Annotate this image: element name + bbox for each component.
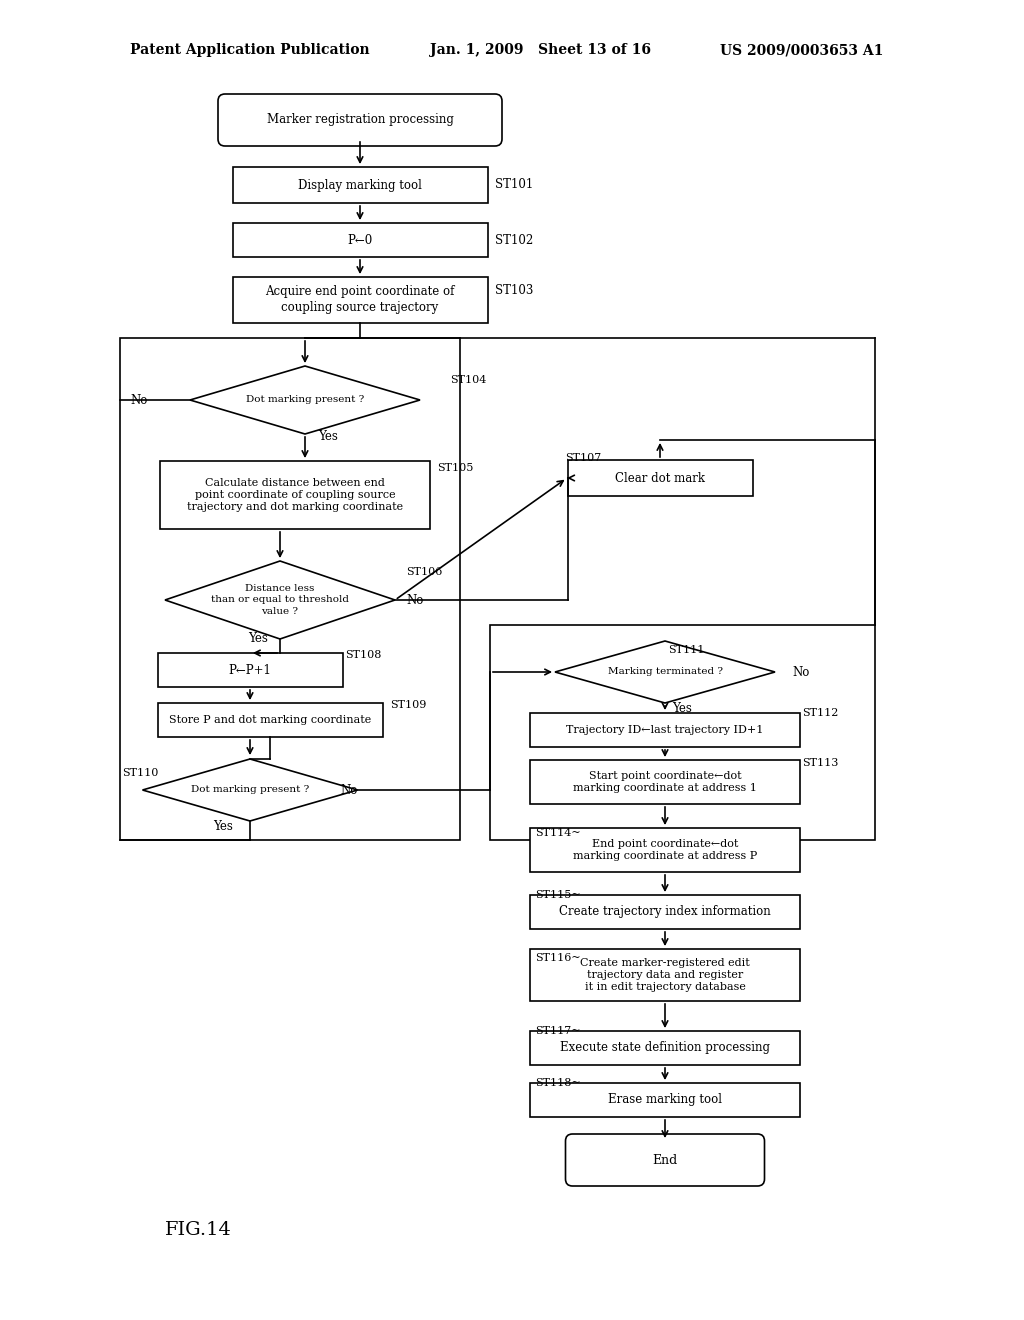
Bar (530, 1082, 800, 1117)
FancyBboxPatch shape (218, 94, 502, 147)
Text: Jan. 1, 2009   Sheet 13 of 16: Jan. 1, 2009 Sheet 13 of 16 (430, 44, 651, 57)
Text: Erase marking tool: Erase marking tool (608, 1093, 722, 1106)
Text: ST107: ST107 (565, 453, 601, 463)
Text: No: No (340, 784, 357, 796)
Text: Yes: Yes (318, 429, 338, 442)
Text: End point coordinate←dot
marking coordinate at address P: End point coordinate←dot marking coordin… (572, 838, 757, 861)
Text: ST103: ST103 (496, 285, 534, 297)
Text: ST106: ST106 (406, 568, 442, 577)
Text: ST105: ST105 (437, 463, 473, 473)
Text: No: No (792, 665, 809, 678)
Text: ST108: ST108 (345, 649, 381, 660)
Text: Marker registration processing: Marker registration processing (266, 114, 454, 127)
Text: ST114~: ST114~ (535, 828, 581, 838)
Bar (158, 704, 383, 737)
Text: Yes: Yes (213, 820, 232, 833)
Text: Calculate distance between end
point coordinate of coupling source
trajectory an: Calculate distance between end point coo… (187, 478, 403, 512)
Text: Start point coordinate←dot
marking coordinate at address 1: Start point coordinate←dot marking coord… (573, 771, 757, 793)
Text: ST102: ST102 (496, 234, 534, 247)
FancyBboxPatch shape (565, 1134, 765, 1185)
Text: ST117~: ST117~ (535, 1026, 581, 1036)
Bar (530, 760, 800, 804)
Text: ST112: ST112 (802, 708, 839, 718)
Polygon shape (142, 759, 357, 821)
Text: ST113: ST113 (802, 758, 839, 768)
Text: Create marker-registered edit
trajectory data and register
it in edit trajectory: Create marker-registered edit trajectory… (581, 957, 750, 993)
Bar (530, 949, 800, 1001)
Text: Yes: Yes (672, 701, 692, 714)
Text: P←P+1: P←P+1 (228, 664, 271, 676)
Text: Marking terminated ?: Marking terminated ? (607, 668, 723, 676)
Bar (160, 461, 430, 529)
Text: No: No (130, 393, 147, 407)
Text: FIG.14: FIG.14 (165, 1221, 231, 1239)
Text: ST101: ST101 (496, 178, 534, 191)
Text: ST109: ST109 (390, 700, 426, 710)
Bar (490, 624, 874, 840)
Text: US 2009/0003653 A1: US 2009/0003653 A1 (720, 44, 884, 57)
Text: No: No (406, 594, 423, 606)
Text: ST111: ST111 (668, 645, 705, 655)
Bar (120, 338, 460, 840)
Text: Clear dot mark: Clear dot mark (615, 471, 705, 484)
Text: Trajectory ID←last trajectory ID+1: Trajectory ID←last trajectory ID+1 (566, 725, 764, 735)
Bar (567, 459, 753, 496)
Polygon shape (165, 561, 395, 639)
Text: End: End (652, 1154, 678, 1167)
Bar (158, 653, 342, 686)
Text: ST115~: ST115~ (535, 890, 581, 900)
Text: ST118~: ST118~ (535, 1078, 581, 1088)
Bar (530, 895, 800, 929)
Text: Create trajectory index information: Create trajectory index information (559, 906, 771, 919)
Text: Dot marking present ?: Dot marking present ? (190, 785, 309, 795)
Text: ST116~: ST116~ (535, 953, 581, 964)
Text: Execute state definition processing: Execute state definition processing (560, 1041, 770, 1055)
Polygon shape (555, 642, 775, 704)
Bar (232, 168, 487, 203)
Text: Yes: Yes (248, 631, 268, 644)
Text: ST104: ST104 (450, 375, 486, 385)
Text: Patent Application Publication: Patent Application Publication (130, 44, 370, 57)
Bar (530, 828, 800, 873)
Bar (530, 1031, 800, 1065)
Text: Store P and dot marking coordinate: Store P and dot marking coordinate (169, 715, 371, 725)
Text: Display marking tool: Display marking tool (298, 178, 422, 191)
Bar (232, 277, 487, 323)
Text: Dot marking present ?: Dot marking present ? (246, 396, 365, 404)
Bar (232, 223, 487, 257)
Text: Distance less
than or equal to threshold
value ?: Distance less than or equal to threshold… (211, 585, 349, 615)
Text: ST110: ST110 (122, 768, 159, 777)
Polygon shape (190, 366, 420, 434)
Bar (530, 713, 800, 747)
Text: P←0: P←0 (347, 234, 373, 247)
Text: Acquire end point coordinate of
coupling source trajectory: Acquire end point coordinate of coupling… (265, 285, 455, 314)
